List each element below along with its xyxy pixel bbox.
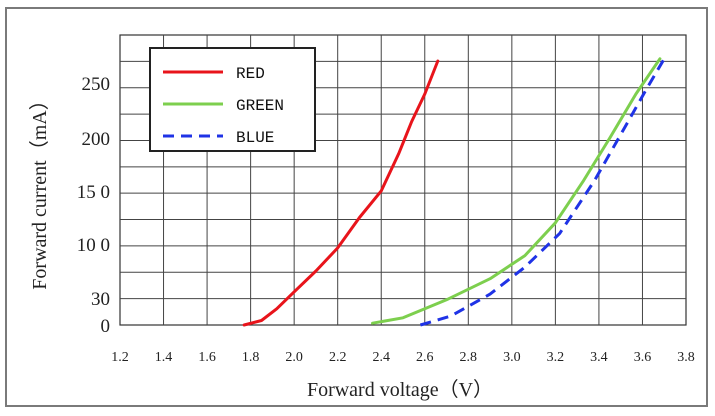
y-tick-label: 15 0 — [77, 182, 110, 203]
x-tick-label: 2.8 — [460, 350, 478, 365]
x-tick-label: 2.4 — [372, 350, 390, 365]
x-tick-label: 2.6 — [416, 350, 434, 365]
x-tick-label: 1.2 — [111, 350, 129, 365]
x-tick-label: 3.2 — [547, 350, 565, 365]
series-line-blue — [419, 58, 666, 327]
x-tick-label: 3.0 — [503, 350, 521, 365]
legend-label-green: GREEN — [236, 97, 284, 115]
series-line-green — [371, 57, 662, 325]
x-tick-label: 3.4 — [590, 350, 608, 365]
x-tick-label: 1.6 — [198, 350, 216, 365]
y-tick-label: 200 — [82, 129, 111, 150]
legend-label-red: RED — [236, 65, 265, 83]
legend: RED GREEN BLUE — [149, 47, 316, 152]
y-tick-label: 10 0 — [77, 235, 110, 256]
x-tick-label: 3.6 — [634, 350, 652, 365]
x-tick-label: 1.8 — [242, 350, 260, 365]
x-tick-label: 3.8 — [677, 350, 695, 365]
series-lines — [242, 57, 666, 327]
y-tick-label: 0 — [101, 316, 111, 337]
x-tick-labels: 1.2 1.4 1.6 1.8 2.0 2.2 2.4 2.6 2.8 3.0 3.2 3.4 3.6 3… — [111, 350, 695, 365]
legend-box — [149, 47, 316, 152]
legend-label-blue: BLUE — [236, 129, 274, 147]
y-tick-label: 30 — [91, 289, 110, 310]
x-tick-label: 2.0 — [285, 350, 303, 365]
y-tick-label: 250 — [82, 74, 111, 95]
x-axis-label: Forward voltage（V） — [307, 378, 493, 401]
y-axis-label: Forward current（mA） — [28, 90, 51, 289]
series-line-red — [242, 59, 440, 327]
x-tick-label: 1.4 — [155, 350, 173, 365]
y-tick-labels: 0 30 10 0 15 0 200 250 — [77, 74, 110, 337]
x-tick-label: 2.2 — [329, 350, 347, 365]
